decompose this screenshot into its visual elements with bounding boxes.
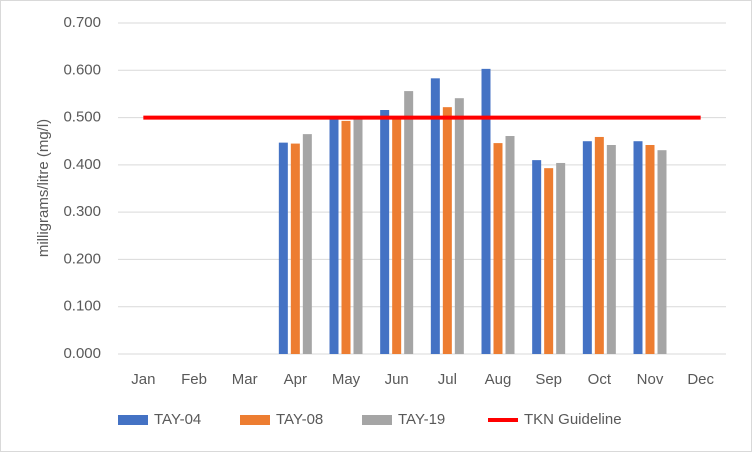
x-tick-label: Mar [232,371,258,388]
legend-swatch [362,415,392,425]
bar [442,107,452,354]
bar [341,120,351,354]
bar [606,144,616,354]
bar [582,141,592,354]
legend-label: TAY-08 [276,411,323,428]
y-tick-label: 0.300 [63,203,101,220]
x-tick-label: Jan [131,371,155,388]
legend-swatch [240,415,270,425]
bar [481,68,491,355]
bar [329,117,339,354]
x-tick-label: Feb [181,371,207,388]
x-tick-label: Sep [535,371,562,388]
bar [532,160,542,354]
bar [302,134,312,354]
x-tick-label: May [332,371,361,388]
bar [404,91,414,354]
bar [290,143,300,354]
x-tick-label: Nov [637,371,664,388]
bar [505,136,515,354]
y-tick-label: 0.600 [63,61,101,78]
bar [278,142,288,354]
x-tick-label: Jul [438,371,457,388]
bar [493,143,503,354]
y-tick-label: 0.500 [63,109,101,126]
bar [657,150,667,354]
y-tick-label: 0.700 [63,14,101,31]
legend-label: TAY-19 [398,411,445,428]
bar [392,116,402,354]
bar [454,98,464,354]
bar [594,136,604,354]
y-tick-label: 0.000 [63,345,101,362]
legend-swatch [118,415,148,425]
x-tick-label: Apr [284,371,307,388]
x-tick-label: Aug [485,371,512,388]
bar [633,141,643,354]
y-tick-label: 0.100 [63,298,101,315]
bar [645,144,655,354]
x-tick-label: Jun [385,371,409,388]
x-tick-label: Dec [687,371,714,388]
x-tick-label: Oct [588,371,612,388]
y-tick-label: 0.400 [63,156,101,173]
bar [544,168,554,354]
bar [353,118,363,355]
bar [556,162,566,354]
y-axis-label: milligrams/litre (mg/l) [35,119,52,257]
bar [380,110,390,355]
legend-label: TKN Guideline [524,411,622,428]
legend-label: TAY-04 [154,411,201,428]
bar [430,78,440,355]
y-tick-label: 0.200 [63,250,101,267]
